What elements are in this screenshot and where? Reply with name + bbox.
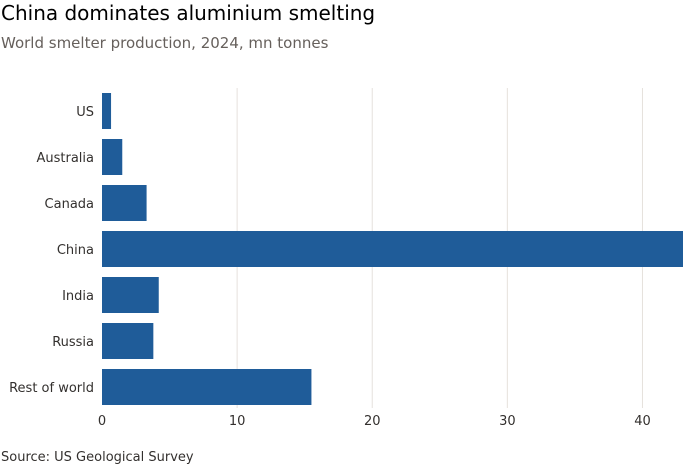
x-tick-label-20: 20 <box>364 414 381 429</box>
bar-australia <box>102 139 123 175</box>
x-tick-label-0: 0 <box>98 414 106 429</box>
category-label-us: US <box>76 105 94 120</box>
chart-title: China dominates aluminium smelting <box>1 1 376 25</box>
bar-india <box>102 277 159 313</box>
category-label-canada: Canada <box>45 197 94 212</box>
category-label-india: India <box>62 289 94 304</box>
bar-rest-of-world <box>102 369 312 405</box>
bar-russia <box>102 323 154 359</box>
bar-canada <box>102 185 147 221</box>
bar-china <box>102 231 683 267</box>
bar-us <box>102 93 112 129</box>
category-labels: US Australia Canada China India Russia Rest of… <box>9 105 94 396</box>
bars <box>102 93 683 405</box>
category-label-china: China <box>57 243 94 258</box>
chart-subtitle: World smelter production, 2024, mn tonne… <box>1 34 329 52</box>
source-note: Source: US Geological Survey <box>1 450 194 465</box>
x-tick-label-10: 10 <box>229 414 246 429</box>
category-label-russia: Russia <box>52 335 94 350</box>
category-label-australia: Australia <box>36 151 94 166</box>
x-axis-tick-labels: 0 10 20 30 40 <box>98 414 651 429</box>
category-label-rest-of-world: Rest of world <box>9 381 94 396</box>
x-tick-label-40: 40 <box>634 414 651 429</box>
x-tick-label-30: 30 <box>499 414 516 429</box>
